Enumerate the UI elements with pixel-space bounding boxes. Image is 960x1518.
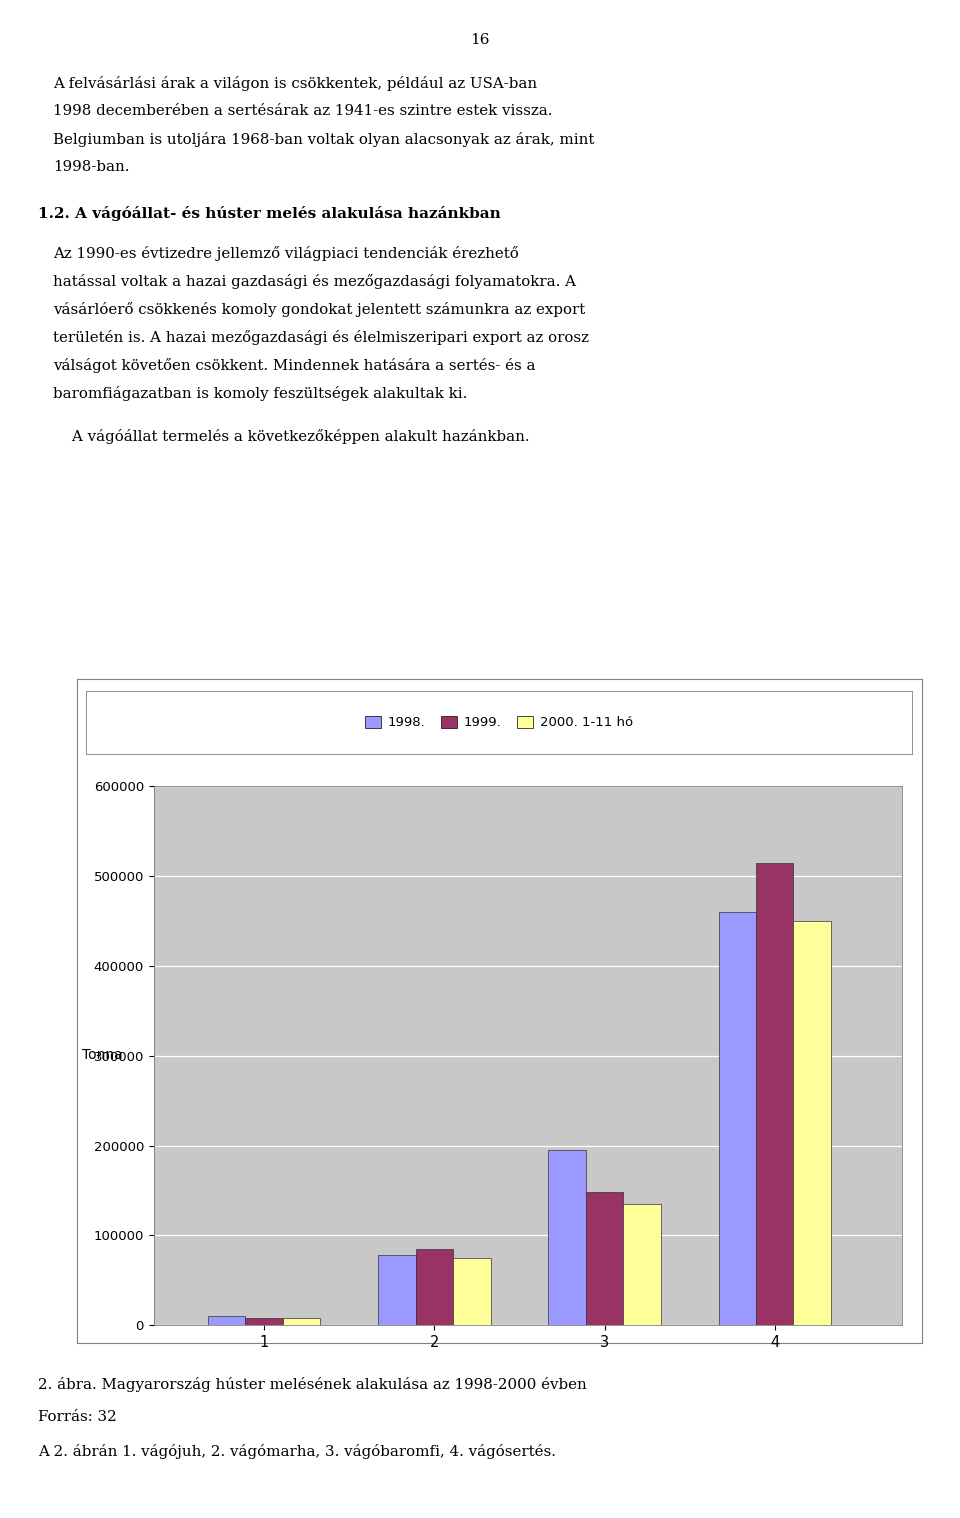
Text: Belgiumban is utoljára 1968-ban voltak olyan alacsonyak az árak, mint: Belgiumban is utoljára 1968-ban voltak o… [53, 132, 594, 147]
Text: válságot követően csökkent. Mindennek hatására a sertés- és a: válságot követően csökkent. Mindennek ha… [53, 358, 536, 373]
Bar [283, 1318, 321, 1325]
Bar [794, 921, 831, 1325]
Bar [623, 1204, 660, 1325]
Text: Forrás: 32: Forrás: 32 [38, 1410, 117, 1424]
Bar [586, 1192, 623, 1325]
Bar [453, 1258, 491, 1325]
Text: baromfiágazatban is komoly feszültségek alakultak ki.: baromfiágazatban is komoly feszültségek … [53, 386, 468, 401]
Text: 2. ábra. Magyarország húster melésének alakulása az 1998-2000 évben: 2. ábra. Magyarország húster melésének a… [38, 1377, 588, 1392]
Text: A felvásárlási árak a világon is csökkentek, például az USA-ban: A felvásárlási árak a világon is csökken… [53, 76, 537, 91]
Text: 1998 decemberében a sertésárak az 1941-es szintre estek vissza.: 1998 decemberében a sertésárak az 1941-e… [53, 103, 552, 118]
Text: hatással voltak a hazai gazdasági és mezőgazdasági folyamatokra. A: hatással voltak a hazai gazdasági és mez… [53, 273, 576, 288]
Text: Az 1990-es évtizedre jellemző világpiaci tendenciák érezhető: Az 1990-es évtizedre jellemző világpiaci… [53, 246, 518, 261]
Bar [378, 1255, 416, 1325]
Bar [548, 1151, 586, 1325]
Text: vásárlóerő csökkenés komoly gondokat jelentett számunkra az export: vásárlóerő csökkenés komoly gondokat jel… [53, 302, 585, 317]
Text: A vágóállat termelés a következőképpen alakult hazánkban.: A vágóállat termelés a következőképpen a… [53, 430, 529, 445]
Text: 1.2. A vágóállat- és húster melés alakulása hazánkban: 1.2. A vágóállat- és húster melés alakul… [38, 206, 501, 222]
Text: 16: 16 [470, 33, 490, 47]
Bar [756, 862, 794, 1325]
Text: A 2. ábrán 1. vágójuh, 2. vágómarha, 3. vágóbaromfi, 4. vágósertés.: A 2. ábrán 1. vágójuh, 2. vágómarha, 3. … [38, 1444, 557, 1459]
Bar [719, 912, 756, 1325]
Bar [208, 1316, 246, 1325]
Legend: 1998., 1999., 2000. 1-11 hó: 1998., 1999., 2000. 1-11 hó [360, 710, 638, 735]
Text: területén is. A hazai mezőgazdasági és élelmiszeripari export az orosz: területén is. A hazai mezőgazdasági és é… [53, 329, 588, 345]
Text: 1998-ban.: 1998-ban. [53, 159, 130, 175]
Text: Tonna: Tonna [82, 1047, 122, 1063]
Bar [416, 1249, 453, 1325]
Bar [246, 1318, 283, 1325]
